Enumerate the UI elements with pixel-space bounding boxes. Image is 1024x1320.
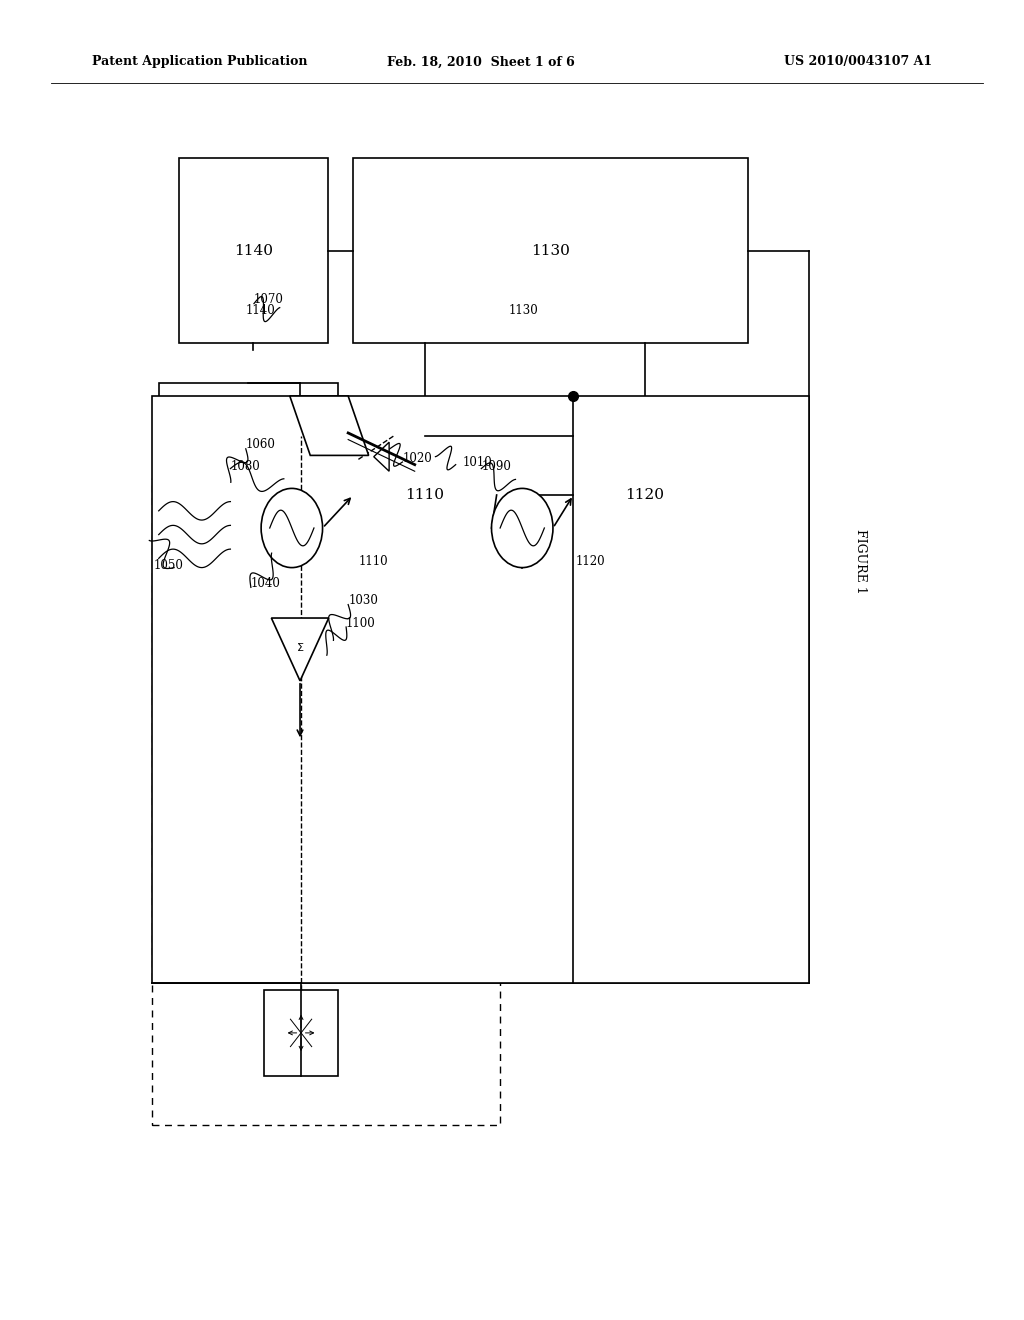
Bar [159,383,338,620]
Text: 1070: 1070 [254,293,284,306]
Bar [152,396,809,983]
Text: Feb. 18, 2010  Sheet 1 of 6: Feb. 18, 2010 Sheet 1 of 6 [387,55,575,69]
Text: 1130: 1130 [509,304,539,317]
Text: 1130: 1130 [531,244,569,257]
Polygon shape [290,396,369,455]
Text: 1030: 1030 [348,594,378,607]
Text: 1010: 1010 [463,455,493,469]
Text: 1060: 1060 [246,438,275,451]
Text: 1100: 1100 [346,616,376,630]
Text: FIGURE 1: FIGURE 1 [854,528,866,594]
Text: 1040: 1040 [251,577,281,590]
Text: 1080: 1080 [230,459,260,473]
Text: Patent Application Publication: Patent Application Publication [92,55,307,69]
Circle shape [492,488,553,568]
Text: $\Sigma$: $\Sigma$ [296,640,304,653]
Circle shape [261,488,323,568]
Polygon shape [374,442,389,471]
Bar [166,479,263,605]
Text: US 2010/0043107 A1: US 2010/0043107 A1 [783,55,932,69]
Text: 1140: 1140 [246,304,275,317]
Bar [353,422,497,568]
Bar [353,158,748,343]
Text: 1110: 1110 [406,488,444,502]
Text: 1140: 1140 [233,244,273,257]
Text: 1110: 1110 [358,554,388,568]
Bar [152,478,500,1125]
Text: 1050: 1050 [154,558,183,572]
Text: 1120: 1120 [575,554,605,568]
Text: 1120: 1120 [626,488,665,502]
Bar [264,990,338,1076]
Bar [394,403,425,469]
Bar [573,422,717,568]
Polygon shape [271,618,329,681]
Text: 1020: 1020 [402,451,432,465]
Bar [179,158,328,343]
Text: 1090: 1090 [481,459,511,473]
